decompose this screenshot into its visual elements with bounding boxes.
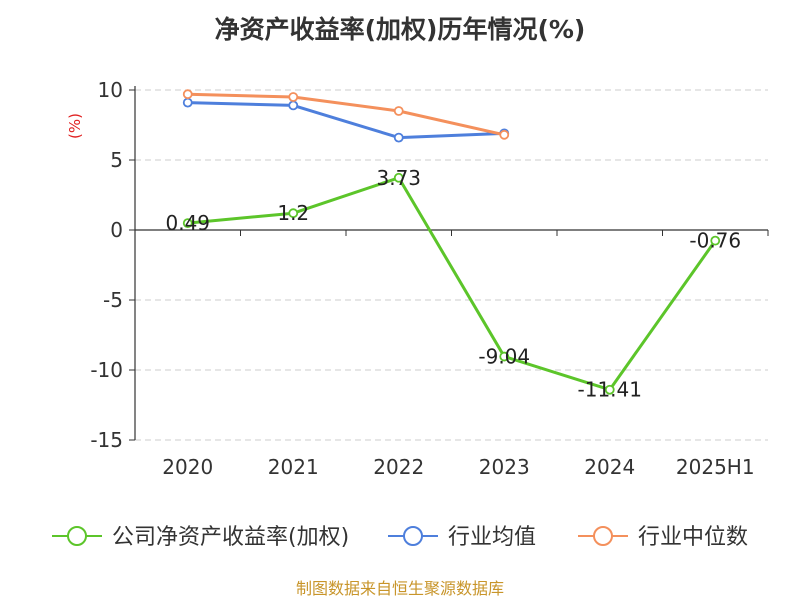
series-point-1 bbox=[393, 132, 404, 143]
y-tick-label: 10 bbox=[98, 78, 123, 102]
source-footer: 制图数据来自恒生聚源数据库 bbox=[296, 579, 504, 598]
y-tick-label: -5 bbox=[103, 288, 123, 312]
series-point-2 bbox=[499, 129, 510, 140]
data-label: -0.76 bbox=[689, 229, 741, 253]
x-tick-label: 2020 bbox=[162, 455, 213, 479]
y-tick-label: 5 bbox=[110, 148, 123, 172]
legend-label-1: 行业均值 bbox=[448, 525, 536, 550]
x-tick-label: 2024 bbox=[584, 455, 635, 479]
series-line-2 bbox=[187, 92, 505, 137]
x-tick-label: 2021 bbox=[268, 455, 319, 479]
y-tick-label: -10 bbox=[90, 358, 123, 382]
chart-title: 净资产收益率(加权)历年情况(%) bbox=[215, 15, 586, 44]
legend-label-2: 行业中位数 bbox=[638, 525, 748, 550]
x-tick-label: 2023 bbox=[479, 455, 530, 479]
data-label: -11.41 bbox=[578, 378, 642, 402]
series-point-2 bbox=[288, 92, 299, 102]
series-point-0 bbox=[710, 235, 721, 246]
x-tick-label: 2025H1 bbox=[676, 455, 755, 479]
y-axis-label: (%) bbox=[66, 113, 84, 139]
series-point-0 bbox=[499, 351, 510, 362]
series-point-2 bbox=[393, 106, 404, 116]
legend-swatch-marker-2 bbox=[593, 526, 613, 546]
data-label: 0.49 bbox=[165, 211, 210, 235]
legend-label-0: 公司净资产收益率(加权) bbox=[112, 525, 349, 550]
series-point-1 bbox=[182, 97, 193, 108]
data-label: 1.2 bbox=[277, 201, 309, 225]
y-tick-label: -15 bbox=[90, 428, 123, 452]
legend-swatch-marker-1 bbox=[403, 526, 423, 546]
series-line-0 bbox=[187, 176, 717, 392]
series-point-0 bbox=[288, 208, 299, 219]
series-point-0 bbox=[604, 384, 615, 395]
x-tick-label: 2022 bbox=[373, 455, 424, 479]
data-label: 3.73 bbox=[376, 166, 421, 190]
series-point-0 bbox=[182, 218, 193, 229]
series-line-1 bbox=[187, 101, 505, 140]
y-tick-label: 0 bbox=[110, 218, 123, 242]
series-point-0 bbox=[393, 172, 404, 183]
series-point-1 bbox=[288, 100, 299, 111]
legend-swatch-marker-0 bbox=[67, 526, 87, 546]
series-point-2 bbox=[182, 89, 193, 100]
data-label: -9.04 bbox=[478, 345, 530, 369]
